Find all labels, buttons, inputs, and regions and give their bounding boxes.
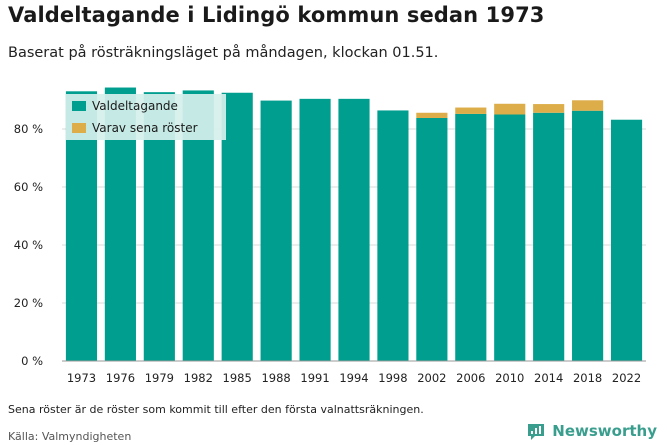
bar-sena-roster[interactable]	[416, 112, 448, 118]
x-tick-label: 1973	[67, 371, 96, 385]
axes: 0 % 20 % 40 % 60 % 80 % 1973 1976 1979 1982 1985 1…	[14, 122, 646, 385]
x-tick-label: 2002	[417, 371, 446, 385]
x-tick-label: 1976	[106, 371, 135, 385]
legend-label: Valdeltagande	[92, 99, 178, 113]
legend-box	[66, 94, 226, 140]
chart-subtitle: Baserat på rösträkningsläget på måndagen…	[8, 45, 439, 61]
footnote: Sena röster är de röster som kommit till…	[8, 403, 424, 416]
x-tick-label: 2022	[612, 371, 641, 385]
x-tick-label: 1998	[378, 371, 407, 385]
bar-valdeltagande[interactable]	[221, 92, 253, 361]
legend-swatch	[72, 123, 86, 133]
x-tick-label: 1988	[261, 371, 290, 385]
legend-swatch	[72, 101, 86, 111]
legend: Valdeltagande Varav sena röster	[66, 94, 226, 140]
x-tick-label: 1979	[145, 371, 174, 385]
bar-sena-roster[interactable]	[455, 107, 487, 114]
bar-valdeltagande[interactable]	[455, 113, 487, 361]
bar-valdeltagande[interactable]	[533, 112, 565, 361]
bar-valdeltagande[interactable]	[610, 119, 643, 361]
y-tick-label: 80 %	[14, 122, 43, 136]
y-tick-label: 40 %	[14, 238, 43, 252]
x-tick-label: 2006	[456, 371, 485, 385]
y-tick-label: 60 %	[14, 180, 43, 194]
bar-valdeltagande[interactable]	[494, 114, 526, 362]
bar-valdeltagande[interactable]	[260, 100, 292, 361]
bar-valdeltagande[interactable]	[416, 117, 448, 361]
bar-sena-roster[interactable]	[572, 100, 604, 111]
chart-title: Valdeltagande i Lidingö kommun sedan 197…	[8, 3, 545, 27]
bar-chart: 0 % 20 % 40 % 60 % 80 % 1973 1976 1979 1982 1985 1…	[14, 87, 646, 385]
legend-label: Varav sena röster	[92, 121, 198, 135]
bar-valdeltagande[interactable]	[572, 110, 604, 361]
brand-name: Newsworthy	[552, 422, 657, 440]
bar-valdeltagande[interactable]	[338, 98, 370, 361]
brand-logo[interactable]: Newsworthy	[526, 421, 657, 441]
newsworthy-logo-icon	[528, 424, 545, 440]
x-tick-label: 2010	[495, 371, 524, 385]
bar-valdeltagande[interactable]	[299, 98, 331, 361]
bar-sena-roster[interactable]	[533, 104, 565, 113]
bar-sena-roster[interactable]	[494, 103, 526, 115]
bar-valdeltagande[interactable]	[377, 110, 409, 361]
x-tick-label: 1985	[223, 371, 252, 385]
y-tick-label: 0 %	[21, 354, 43, 368]
y-tick-label: 20 %	[14, 296, 43, 310]
source-note: Källa: Valmyndigheten	[8, 430, 132, 443]
x-tick-label: 1991	[300, 371, 329, 385]
x-tick-label: 1994	[339, 371, 368, 385]
x-tick-label: 1982	[184, 371, 213, 385]
x-tick-label: 2018	[573, 371, 602, 385]
x-tick-label: 2014	[534, 371, 563, 385]
